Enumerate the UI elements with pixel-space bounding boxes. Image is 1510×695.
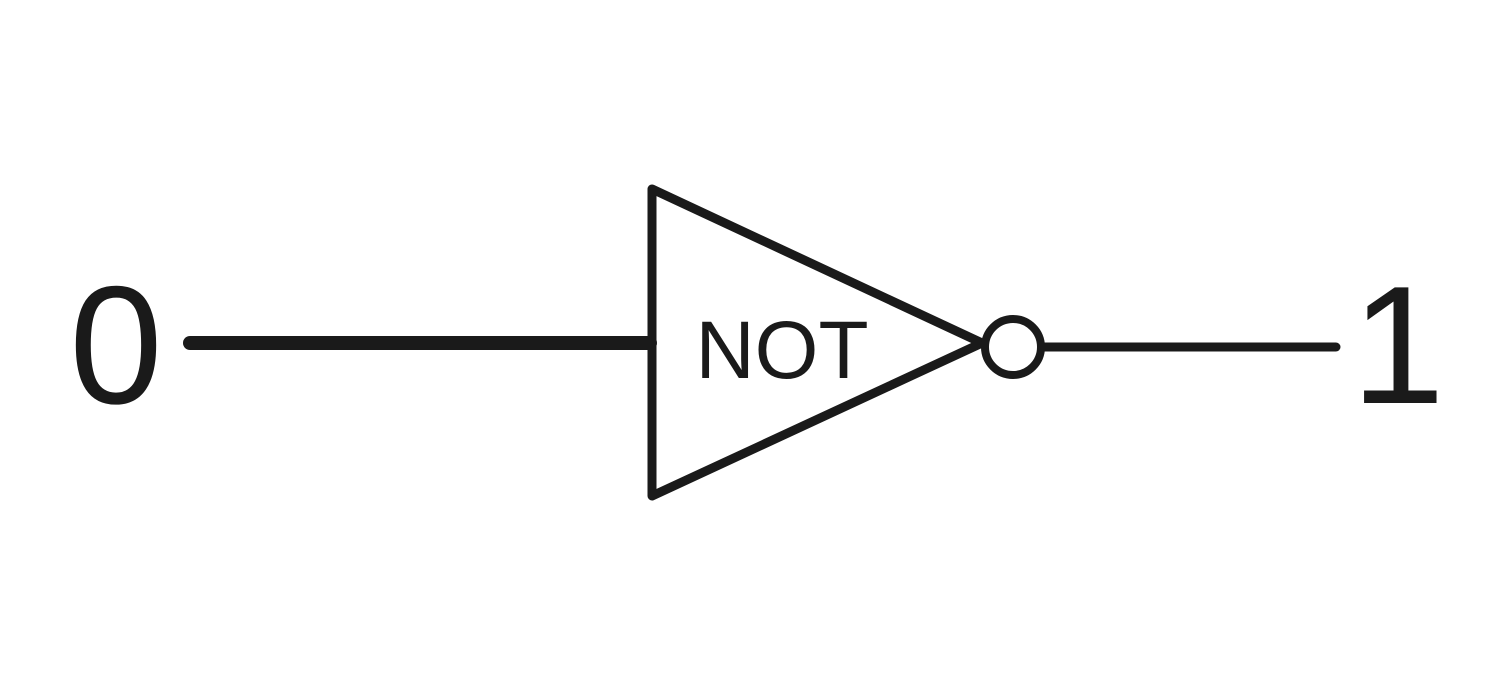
not-gate-triangle [647, 184, 987, 501]
gate-label: NOT [695, 305, 868, 396]
input-value: 0 [69, 251, 162, 439]
inversion-bubble [981, 315, 1045, 379]
output-value: 1 [1351, 251, 1444, 439]
